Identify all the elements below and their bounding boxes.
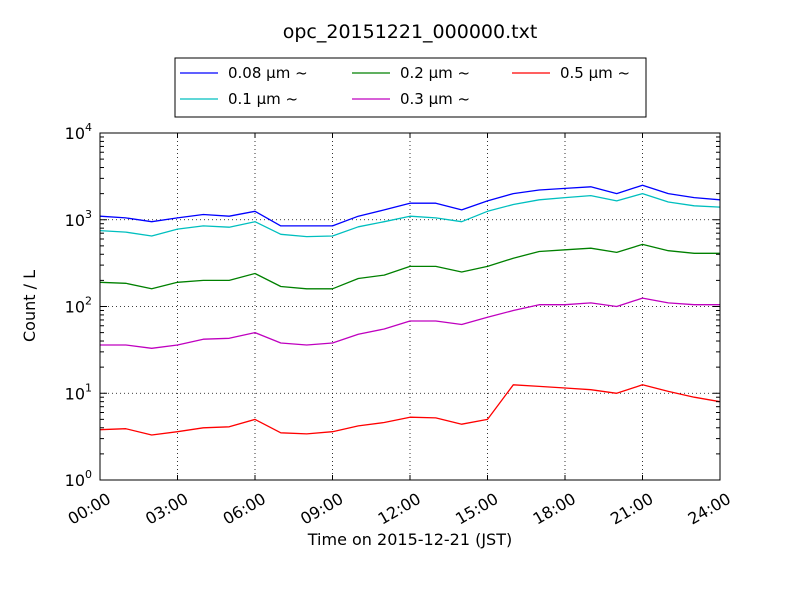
y-tick-label: 103 [65,208,92,230]
axis-ticks [99,132,721,481]
x-tick-label: 15:00 [452,489,501,529]
x-tick-label: 12:00 [375,489,424,529]
x-tick-label: 00:00 [65,489,114,529]
y-axis-label: Count / L [20,270,39,342]
x-tick-label: 21:00 [607,489,656,529]
x-axis-label: Time on 2015-12-21 (JST) [307,530,512,549]
series-line-1 [99,184,721,227]
x-tick-labels: 00:00 03:00 06:00 09:00 12:00 15:00 18:00 21:00… [65,489,734,529]
y-tick-label: 102 [65,295,92,317]
legend-label: 0.1 μm ~ [228,90,298,108]
series-line-4 [100,297,720,349]
series-line-2 [99,192,721,238]
legend-label: 0.08 μm ~ [228,64,308,82]
series-lines [99,184,721,436]
legend-label: 0.5 μm ~ [560,64,630,82]
x-tick-label: 03:00 [142,489,191,529]
grid-lines [100,133,720,480]
x-tick-label: 24:00 [685,489,734,529]
series-line-3 [99,243,720,290]
y-tick-label: 101 [65,381,92,403]
legend-label: 0.2 μm ~ [400,64,470,82]
x-tick-label: 06:00 [220,489,269,529]
legend-box [174,57,647,118]
legend: 0.08 μm ~ 0.1 μm ~ 0.2 μm ~ 0.3 μm ~ 0.5 μm … [174,57,647,118]
series-line-5 [99,384,721,436]
chart-title: opc_20151221_000000.txt [283,21,538,43]
y-tick-label: 100 [65,468,92,490]
y-tick-label: 104 [65,121,92,143]
x-tick-label: 09:00 [297,489,346,529]
y-tick-labels: 100 101 102 103 104 [65,121,92,490]
x-tick-label: 18:00 [530,489,579,529]
legend-label: 0.3 μm ~ [400,90,470,108]
